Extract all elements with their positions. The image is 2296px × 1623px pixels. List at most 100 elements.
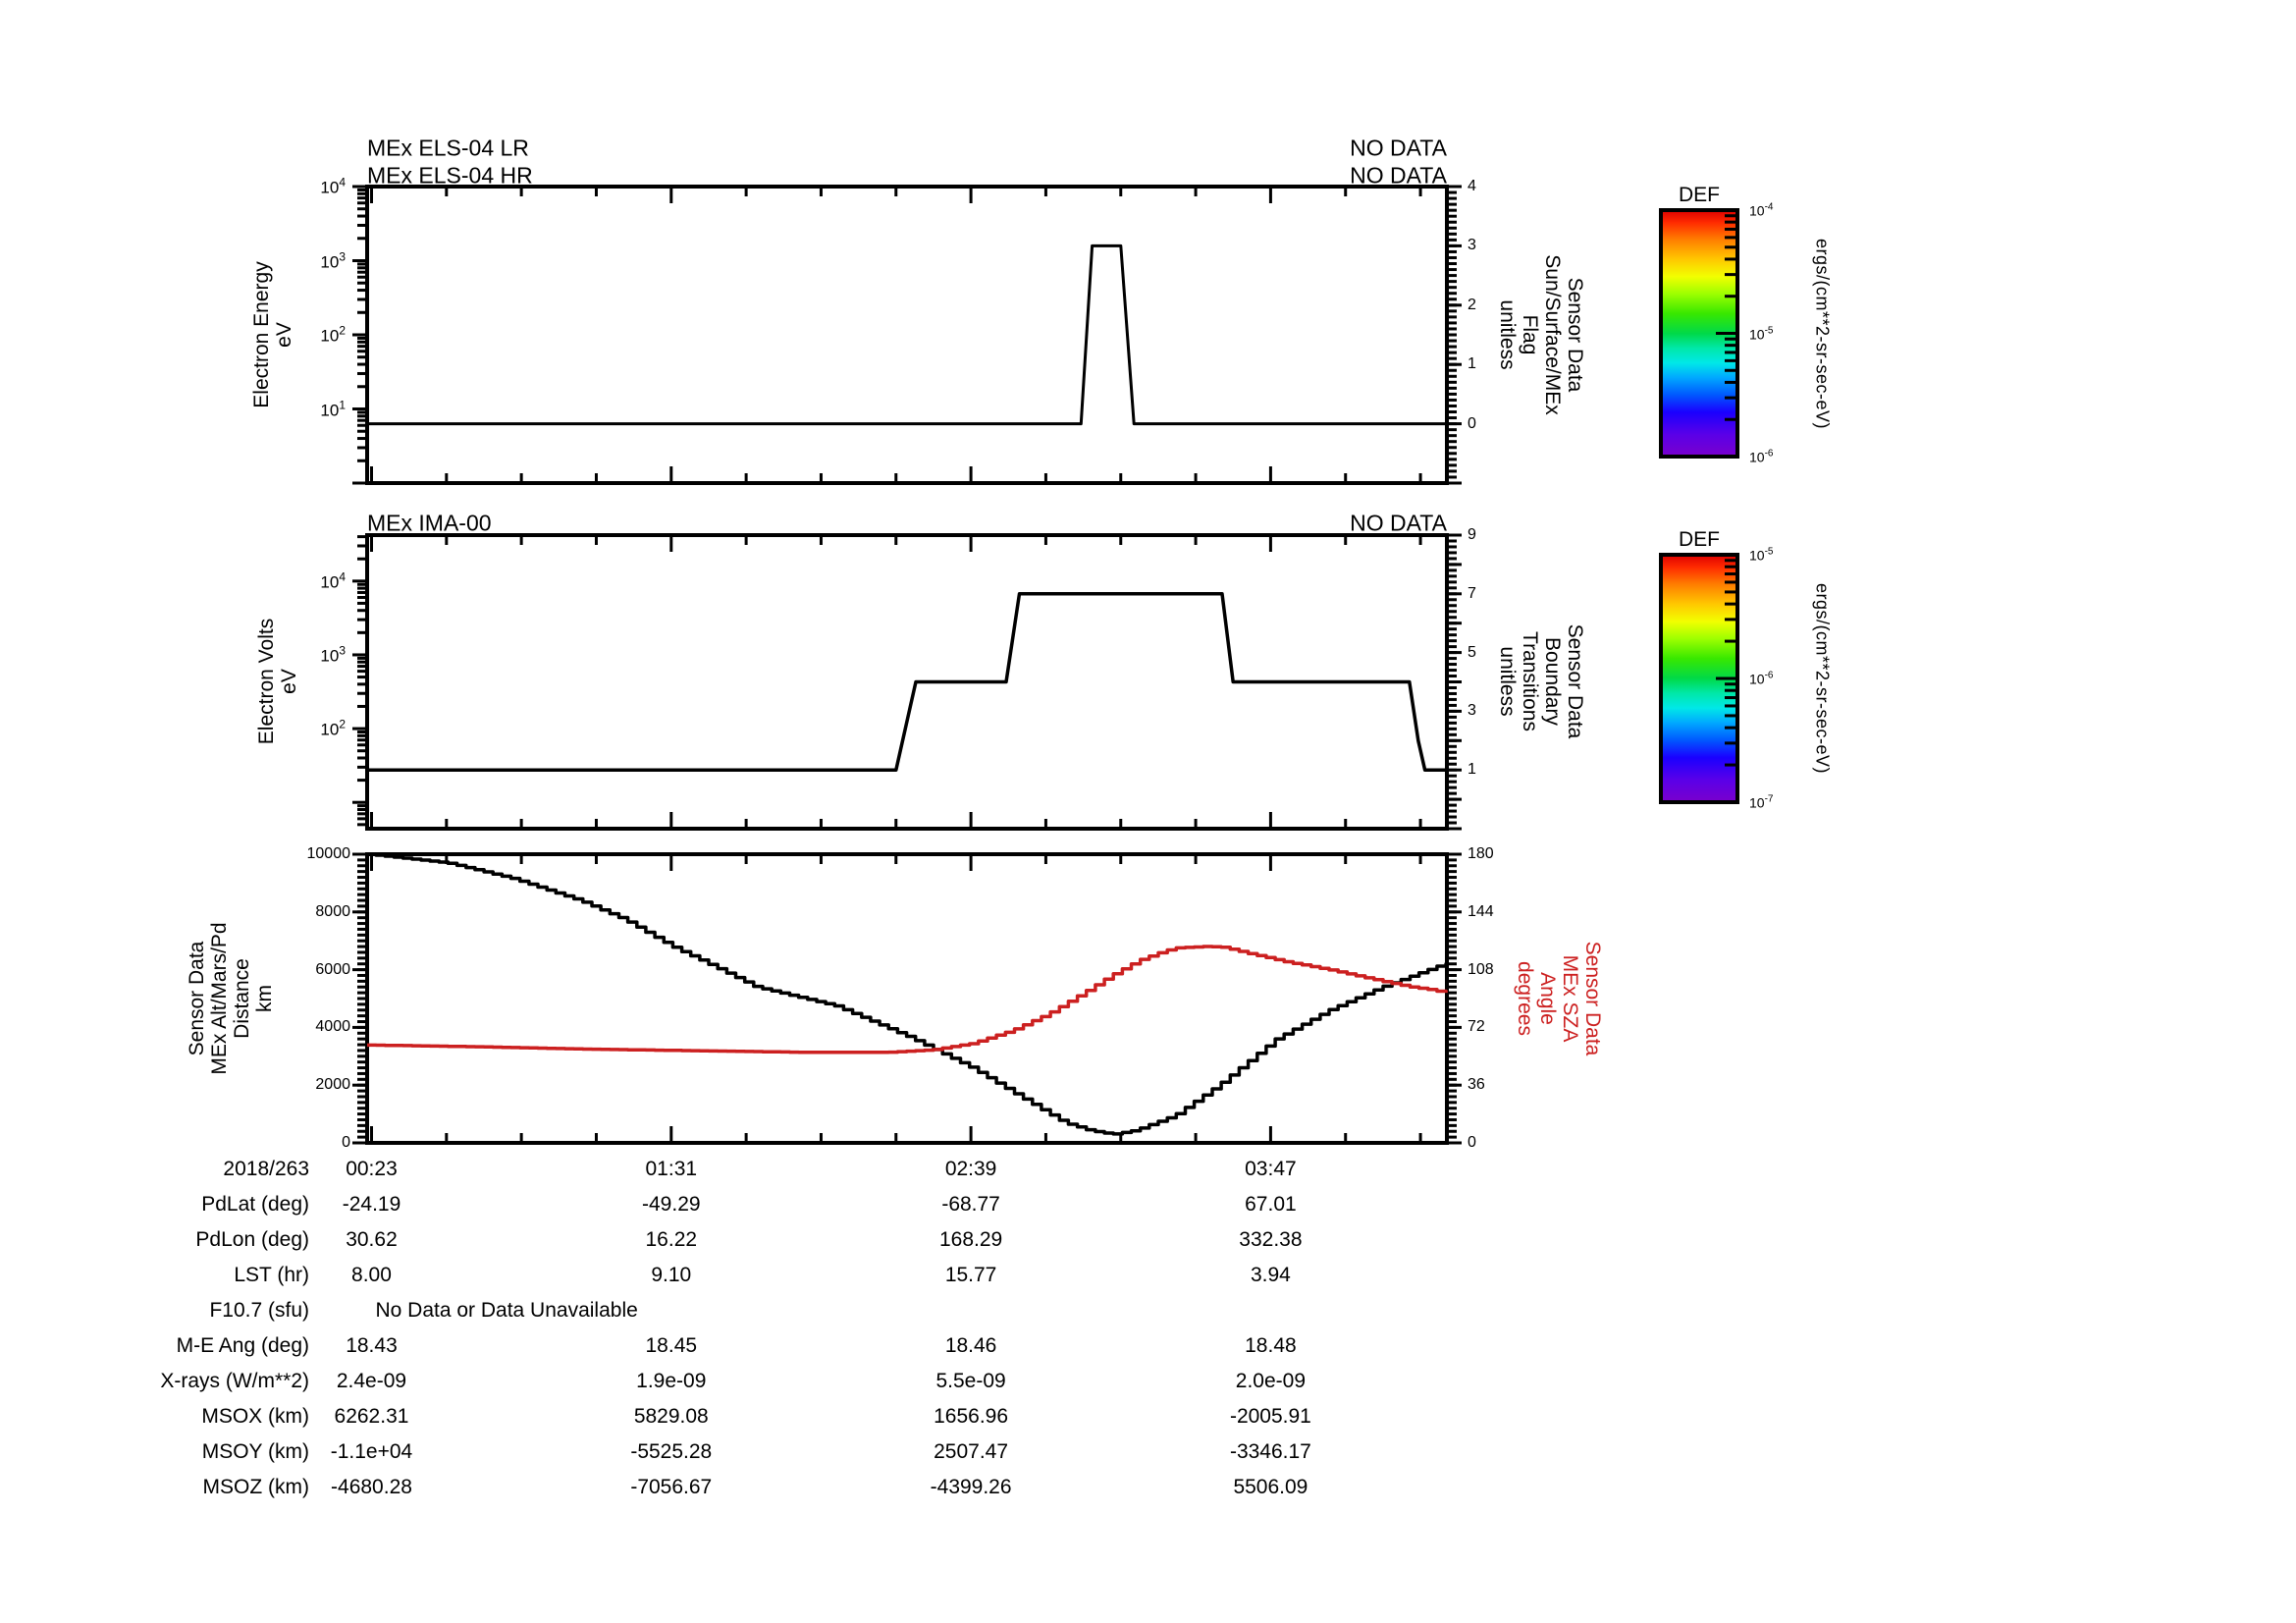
y-right-tick-label: 3: [1468, 702, 1476, 720]
colorbar-tick-label: 10-7: [1749, 794, 1773, 811]
power-base: 10: [320, 572, 340, 592]
power-exponent: -4: [1764, 201, 1774, 213]
table-row-label: LST (hr): [234, 1264, 309, 1286]
axis-label-line: degrees: [1514, 961, 1536, 1036]
table-row-label: MSOZ (km): [202, 1476, 309, 1498]
power-exponent: 4: [339, 569, 346, 584]
power-base: 10: [320, 178, 340, 197]
axis-label-line: Flag: [1519, 314, 1541, 355]
series-mex-alt-mars-pd-distance: [367, 852, 1448, 1136]
colorbar-tick-label: 10-5: [1749, 547, 1773, 564]
power-base: 10: [320, 720, 340, 739]
axis-label-line: Electron Energy: [250, 261, 273, 408]
y-right-tick-label: 9: [1468, 526, 1476, 543]
power-base: 10: [320, 646, 340, 666]
table-cell: 30.62: [346, 1228, 398, 1251]
table-cell: 15.77: [944, 1264, 997, 1286]
colorbar-tick-label: 10-4: [1749, 202, 1773, 219]
y-left-tick-label: 0: [342, 1134, 350, 1151]
y-right-tick-label: 0: [1468, 1134, 1476, 1151]
table-cell: 5.5e-09: [935, 1370, 1006, 1392]
y-right-tick-label: 1: [1468, 761, 1476, 779]
y-left-tick-label: 10000: [306, 845, 351, 862]
axis-label-line: eV: [273, 322, 295, 348]
table-cell: 18.45: [645, 1334, 698, 1357]
colorbar1-title: DEF: [1679, 184, 1720, 206]
table-cell: 67.01: [1245, 1193, 1297, 1216]
axis-label-line: Boundary: [1541, 637, 1564, 726]
colorbar-tick-label: 10-6: [1749, 449, 1773, 465]
power-exponent: -5: [1764, 546, 1774, 558]
table-cell: -2005.91: [1229, 1405, 1311, 1428]
power-exponent: -6: [1764, 670, 1774, 681]
y-left-tick-label: 103: [320, 249, 346, 272]
axis-label-line: Sensor Data: [186, 941, 208, 1056]
power-base: 10: [1749, 449, 1765, 465]
y-right-tick-label: 144: [1468, 902, 1494, 920]
table-cell: -4399.26: [930, 1476, 1012, 1498]
axis-label-line: Sensor Data: [1581, 941, 1604, 1056]
sza-axis-label: Sensor Data MEx SZA Angle degrees: [1502, 942, 1617, 1056]
table-cell: 1.9e-09: [636, 1370, 707, 1392]
table-cell: -5525.28: [630, 1440, 713, 1463]
panel-els-title-hr: MEx ELS-04 HR: [367, 162, 533, 189]
power-exponent: 4: [339, 175, 346, 189]
table-cell: 5506.09: [1233, 1476, 1308, 1498]
y-right-tick-label: 2: [1468, 296, 1476, 313]
table-cell: -7056.67: [630, 1476, 713, 1498]
axis-label-line: Sensor Data: [1564, 277, 1586, 393]
x-tick-label: 01:31: [645, 1158, 698, 1180]
y-right-tick-label: 0: [1468, 414, 1476, 432]
y-left-tick-label: 104: [320, 176, 346, 198]
table-cell: 2.0e-09: [1235, 1370, 1307, 1392]
table-cell: 3.94: [1250, 1264, 1291, 1286]
power-exponent: -6: [1764, 448, 1774, 460]
panel-els-title-lr: MEx ELS-04 LR: [367, 135, 529, 161]
table-cell: -1.1e+04: [330, 1440, 413, 1463]
power-exponent: -7: [1764, 793, 1774, 805]
power-exponent: 2: [339, 717, 346, 731]
power-base: 10: [1749, 794, 1765, 811]
y-left-tick-label: 104: [320, 569, 346, 592]
table-cell: -3346.17: [1229, 1440, 1311, 1463]
panel-els-nodata-lr: NO DATA: [1350, 135, 1447, 161]
table-cell: 18.46: [944, 1334, 997, 1357]
x-tick-label: 03:47: [1245, 1158, 1297, 1180]
table-row-label: X-rays (W/m**2): [160, 1370, 309, 1392]
axis-label-line: Angle: [1536, 972, 1559, 1025]
y-right-tick-label: 108: [1468, 960, 1494, 978]
table-row-label: MSOY (km): [201, 1440, 309, 1463]
table-cell: 2507.47: [934, 1440, 1009, 1463]
table-row-label: M-E Ang (deg): [176, 1334, 309, 1357]
table-cell: 1656.96: [934, 1405, 1009, 1428]
table-cell: 8.00: [351, 1264, 392, 1286]
axis-label-line: eV: [278, 669, 300, 694]
colorbar2-title: DEF: [1679, 528, 1720, 551]
y-left-tick-label: 8000: [315, 902, 350, 920]
power-base: 10: [320, 400, 340, 419]
axis-label-line: Transitions: [1519, 631, 1541, 731]
power-exponent: 3: [339, 643, 346, 658]
y-left-tick-label: 103: [320, 644, 346, 667]
table-cell: -49.29: [642, 1193, 701, 1216]
colorbar-unit-text: ergs/(cm**2-sr-sec-eV): [1812, 238, 1833, 430]
y-right-tick-label: 4: [1468, 178, 1476, 194]
panel-1-frame: [365, 185, 1449, 485]
table-cell: 9.10: [651, 1264, 692, 1286]
table-row-label: PdLon (deg): [195, 1228, 309, 1251]
colorbar-unit-text: ergs/(cm**2-sr-sec-eV): [1812, 582, 1833, 775]
table-span-value: No Data or Data Unavailable: [375, 1299, 638, 1322]
axis-label-line: Sun/Surface/MEx: [1541, 254, 1564, 415]
power-base: 10: [1749, 325, 1765, 342]
axis-label-line: km: [253, 985, 276, 1013]
axis-label-line: Distance: [231, 958, 253, 1039]
table-cell: 16.22: [645, 1228, 698, 1251]
power-exponent: 2: [339, 323, 346, 338]
table-row-label: MSOX (km): [201, 1405, 309, 1428]
colorbar-tick-label: 10-6: [1749, 671, 1773, 687]
table-cell: 332.38: [1239, 1228, 1303, 1251]
table-row-label: PdLat (deg): [201, 1193, 309, 1216]
y-left-tick-label: 102: [320, 324, 346, 347]
